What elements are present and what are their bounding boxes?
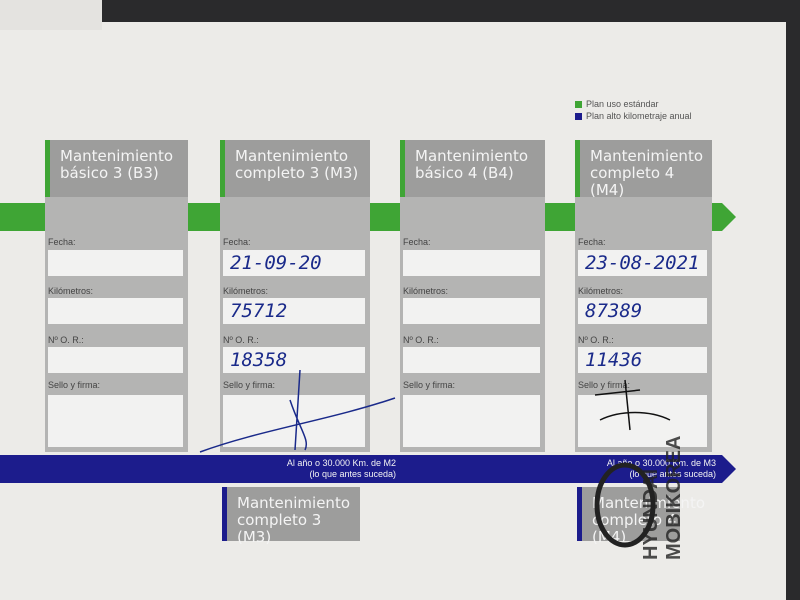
field-date[interactable] [223, 250, 365, 276]
field-or[interactable] [578, 347, 707, 373]
title-line: Mantenimiento [60, 147, 173, 165]
legend-item: Plan alto kilometraje anual [575, 110, 692, 122]
title-line: Mantenimiento [235, 147, 348, 165]
field-label-stamp: Sello y firma: [48, 380, 101, 390]
field-date[interactable] [48, 250, 183, 276]
legend-label: Plan uso estándar [586, 99, 659, 109]
high-mileage-card-title: Mantenimiento completo 3 (M3) [222, 487, 360, 546]
handwritten-date: 21-09-20 [230, 252, 322, 274]
title-line: completo 3 (M3) [237, 511, 322, 546]
handwritten-or: 11436 [585, 349, 643, 371]
field-label-or: Nº O. R.: [403, 335, 439, 345]
card-title: Mantenimiento básico 3 (B3) [45, 140, 188, 197]
field-label-km: Kilómetros: [578, 286, 624, 296]
field-or[interactable] [223, 347, 365, 373]
interval-line: Al año o 30.000 Km. de M3 [606, 458, 716, 468]
field-km[interactable] [578, 298, 707, 324]
interval-line: (lo que antes suceda) [309, 469, 396, 479]
legend-label: Plan alto kilometraje anual [586, 111, 692, 121]
handwritten-km: 75712 [230, 300, 288, 322]
card-title: Mantenimiento completo 3 (M3) [220, 140, 370, 197]
field-label-date: Fecha: [223, 237, 251, 247]
field-label-stamp: Sello y firma: [223, 380, 276, 390]
title-line: básico 3 (B3) [60, 164, 159, 182]
field-stamp[interactable] [223, 395, 365, 447]
card-title: Mantenimiento básico 4 (B4) [400, 140, 545, 197]
field-label-date: Fecha: [403, 237, 431, 247]
field-label-stamp: Sello y firma: [578, 380, 631, 390]
field-label-date: Fecha: [48, 237, 76, 247]
interval-text: Al año o 30.000 Km. de M2 (lo que antes s… [222, 455, 400, 483]
handwritten-date: 23-08-2021 [585, 252, 700, 274]
interval-text: Al año o 30.000 Km. de M3 (lo que antes s… [577, 455, 720, 483]
field-label-km: Kilómetros: [223, 286, 269, 296]
paper-corner [0, 0, 102, 30]
field-or[interactable] [403, 347, 540, 373]
field-label-or: Nº O. R.: [578, 335, 614, 345]
band-arrow-icon [722, 203, 736, 231]
field-stamp[interactable] [48, 395, 183, 447]
title-line: completo 4 (M4) [590, 164, 675, 199]
field-stamp[interactable] [403, 395, 540, 447]
field-date[interactable] [403, 250, 540, 276]
title-line: básico 4 (B4) [415, 164, 514, 182]
title-line: Mantenimiento [590, 147, 703, 165]
interval-line: Al año o 30.000 Km. de M2 [286, 458, 396, 468]
green-swatch [575, 101, 582, 109]
field-date[interactable] [578, 250, 707, 276]
card-title: Mantenimiento completo 4 (M4) [575, 140, 712, 199]
field-label-km: Kilómetros: [48, 286, 94, 296]
field-label-date: Fecha: [578, 237, 606, 247]
handwritten-km: 87389 [585, 300, 643, 322]
interval-line: (lo que antes suceda) [629, 469, 716, 479]
field-or[interactable] [48, 347, 183, 373]
handwritten-or: 18358 [230, 349, 288, 371]
field-km[interactable] [223, 298, 365, 324]
blue-swatch [575, 113, 582, 121]
legend: Plan uso estándar Plan alto kilometraje … [575, 98, 692, 122]
field-km[interactable] [48, 298, 183, 324]
title-line: Mantenimiento [415, 147, 528, 165]
legend-item: Plan uso estándar [575, 98, 692, 110]
band-arrow-icon [722, 455, 736, 483]
field-label-km: Kilómetros: [403, 286, 449, 296]
field-km[interactable] [403, 298, 540, 324]
field-label-stamp: Sello y firma: [403, 380, 456, 390]
field-label-or: Nº O. R.: [48, 335, 84, 345]
title-line: completo 3 (M3) [235, 164, 359, 182]
dealer-stamp: HYUNDAI MOBIKOREA [640, 435, 685, 560]
high-mileage-band: Al año o 30.000 Km. de M2 (lo que antes s… [0, 455, 722, 483]
title-line: Mantenimiento [237, 494, 350, 512]
field-label-or: Nº O. R.: [223, 335, 259, 345]
